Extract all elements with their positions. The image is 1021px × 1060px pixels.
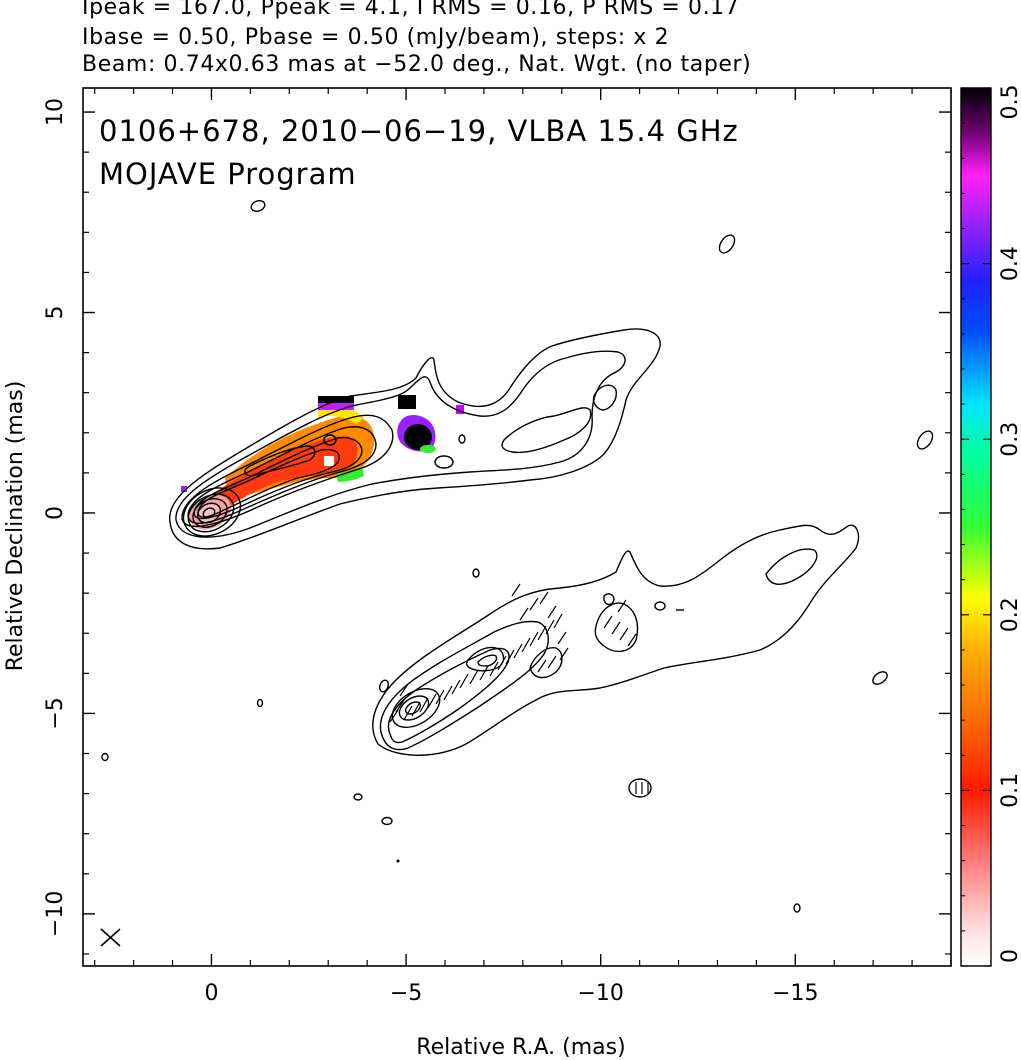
map-title: 0106+678, 2010−06−19, VLBA 15.4 GHz xyxy=(99,114,739,148)
colorbar: 0 0.1 0.2 0.3 0.4 0.5 xyxy=(960,85,1021,967)
jet-pol-yellow-edge xyxy=(318,407,364,424)
y-tick-label: 10 xyxy=(43,98,68,126)
colorbar-ticks: 0 0.1 0.2 0.3 0.4 0.5 xyxy=(961,85,1021,967)
knot-magenta-dot xyxy=(181,486,187,492)
colorbar-tick-label: 0.4 xyxy=(998,246,1021,281)
beam-marker xyxy=(100,928,121,947)
colorbar-tick-label: 0.1 xyxy=(998,773,1021,808)
jet-pol-magenta-cap xyxy=(318,403,354,410)
knot-green-tail xyxy=(420,445,436,453)
jet-pol-red xyxy=(195,436,358,526)
y-axis-ticks: 10 5 0 −5 −10 xyxy=(43,98,951,937)
colorbar-tick-label: 0.2 xyxy=(998,597,1021,632)
plot-frame xyxy=(82,87,952,967)
x-axis-title: Relative R.A. (mas) xyxy=(416,1035,625,1060)
header-line-3: Beam: 0.74x0.63 mas at −52.0 deg., Nat. … xyxy=(82,52,752,77)
knot-black-blob xyxy=(404,424,432,450)
image-content xyxy=(100,193,951,947)
intensity-contours-lower xyxy=(101,524,888,913)
pol-speck-1 xyxy=(324,456,334,466)
map-subtitle: MOJAVE Program xyxy=(99,157,357,191)
x-tick-label: −15 xyxy=(772,981,818,1006)
x-tick-label: −5 xyxy=(390,981,422,1006)
colorbar-tick-label: 0 xyxy=(998,949,1021,963)
y-tick-label: −5 xyxy=(43,697,68,729)
colorbar-tick-label: 0.5 xyxy=(998,85,1021,120)
x-tick-label: 0 xyxy=(204,981,218,1006)
colorbar-gradient xyxy=(960,87,992,967)
header-line-2: Ibase = 0.50, Pbase = 0.50 (mJy/beam), s… xyxy=(82,25,670,50)
colorbar-tick-label: 0.3 xyxy=(998,422,1021,457)
minor-ticks xyxy=(83,88,952,966)
header-line-1: Ipeak = 167.0, Ppeak = 4.1, I RMS = 0.16… xyxy=(82,0,740,20)
knot-magenta-small xyxy=(456,405,464,414)
y-tick-label: 5 xyxy=(43,306,68,320)
knot-black-small xyxy=(398,395,416,409)
intensity-contours-upper xyxy=(169,193,951,550)
x-axis-ticks: 0 −5 −10 −15 xyxy=(204,88,819,1006)
y-axis-title: Relative Declination (mas) xyxy=(3,381,28,672)
evpa-sticks xyxy=(389,583,649,794)
y-tick-label: 0 xyxy=(43,506,68,520)
x-tick-label: −10 xyxy=(577,981,623,1006)
y-tick-label: −10 xyxy=(43,891,68,937)
